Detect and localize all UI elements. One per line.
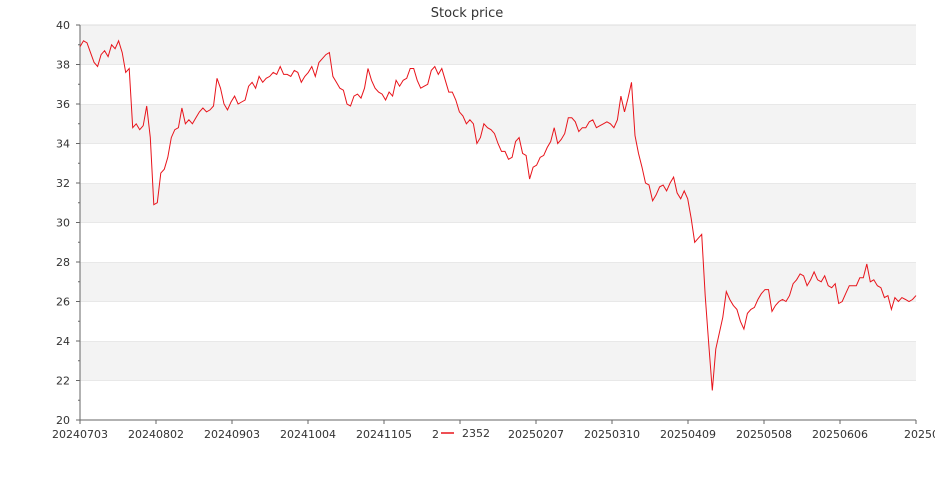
x-tick-label: 20250606 xyxy=(812,428,868,441)
x-tick-label: 20250703 xyxy=(904,428,935,441)
y-tick-label: 32 xyxy=(56,177,70,190)
x-tick-label: 20240903 xyxy=(204,428,260,441)
grid-band xyxy=(80,301,916,341)
grid-band xyxy=(80,25,916,65)
grid-band xyxy=(80,143,916,183)
grid-band xyxy=(80,64,916,104)
y-tick-label: 28 xyxy=(56,256,70,269)
y-tick-label: 20 xyxy=(56,414,70,427)
legend: 2352 xyxy=(439,425,494,441)
y-tick-label: 36 xyxy=(56,98,70,111)
y-tick-label: 26 xyxy=(56,296,70,309)
y-tick-label: 34 xyxy=(56,138,70,151)
grid-band xyxy=(80,341,916,381)
x-tick-label: 20240802 xyxy=(128,428,184,441)
chart-title: Stock price xyxy=(431,6,503,21)
x-tick-label: 20241004 xyxy=(280,428,336,441)
series-line xyxy=(79,39,917,391)
grid-band xyxy=(80,262,916,302)
y-tick-label: 38 xyxy=(56,59,70,72)
grid-bands xyxy=(80,24,916,420)
y-tick-label: 40 xyxy=(56,19,70,32)
x-tick-label: 20250207 xyxy=(508,428,564,441)
x-axis: 20240703 20240802 20240903 20241004 20241105… xyxy=(52,419,935,441)
grid-band xyxy=(80,183,916,223)
y-axis: 20 22 24 26 28 30 32 34 36 38 40 xyxy=(56,19,81,427)
x-tick-label: 20241105 xyxy=(356,428,412,441)
grid-band xyxy=(80,104,916,144)
legend-background xyxy=(439,425,494,441)
legend-label: 2352 xyxy=(462,427,490,440)
series-layer xyxy=(79,39,917,391)
y-tick-label: 24 xyxy=(56,335,70,348)
grid-band xyxy=(80,380,916,420)
y-tick-label: 22 xyxy=(56,375,70,388)
grid-band xyxy=(80,222,916,262)
x-tick-label: 20250409 xyxy=(660,428,716,441)
x-tick-label: 20250508 xyxy=(736,428,792,441)
y-tick-label: 30 xyxy=(56,217,70,230)
x-tick-label: 20240703 xyxy=(52,428,108,441)
x-tick-label: 20250310 xyxy=(584,428,640,441)
